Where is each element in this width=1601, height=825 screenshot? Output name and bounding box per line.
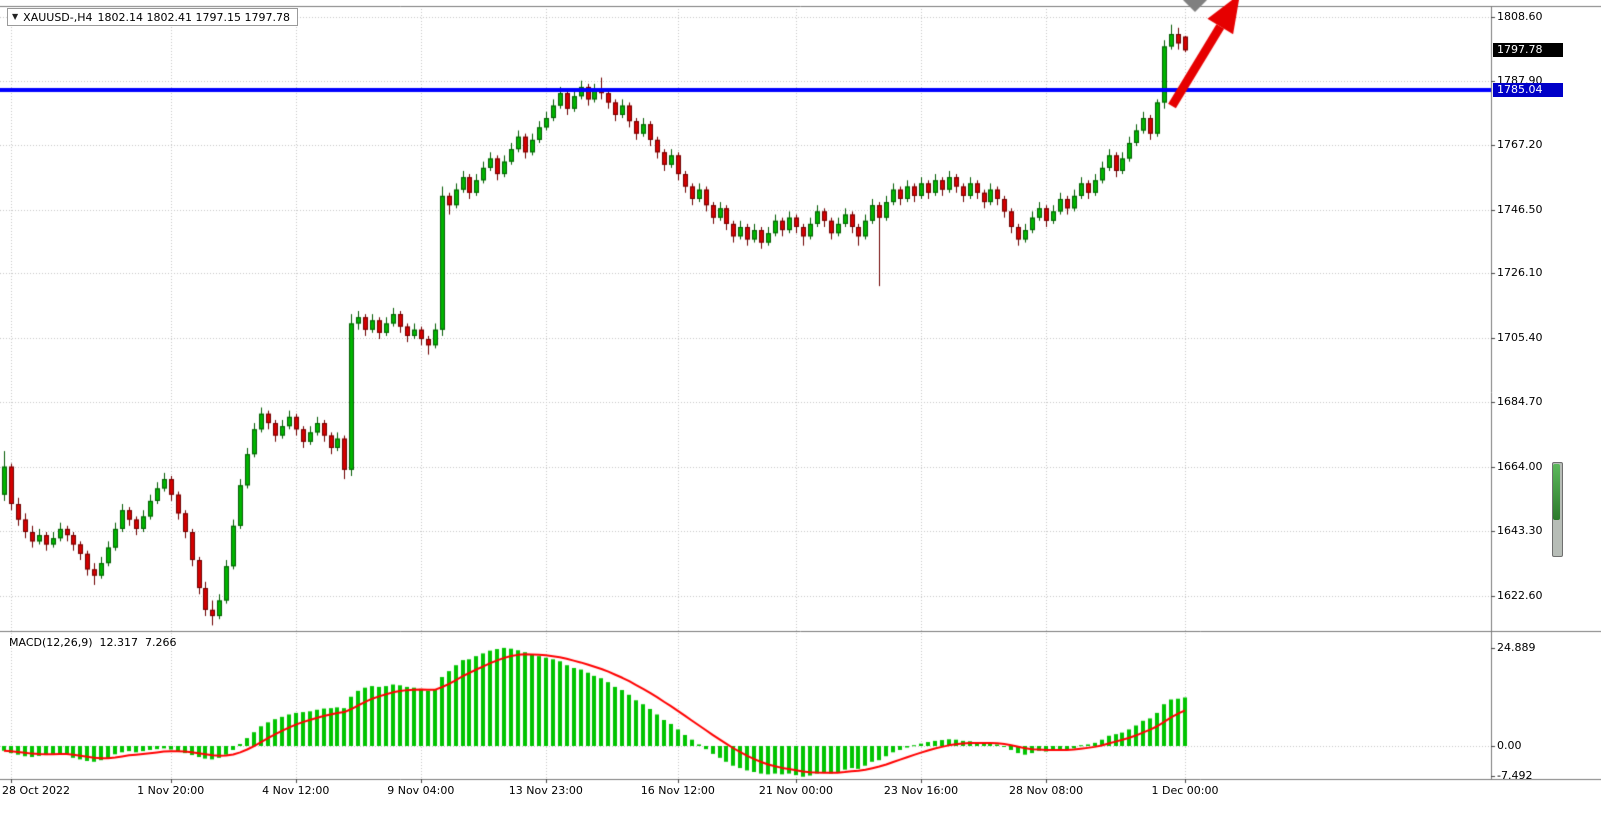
mini-scrollbar[interactable] xyxy=(1552,462,1563,557)
price-axis-label: 1808.60 xyxy=(1497,9,1543,23)
price-axis-label: 1643.30 xyxy=(1497,524,1543,538)
macd-main-value: 12.317 xyxy=(99,636,139,649)
time-axis-label: 28 Oct 2022 xyxy=(2,784,71,797)
time-axis-label: 1 Nov 20:00 xyxy=(137,784,205,797)
macd-indicator-label: MACD(12,26,9) 12.317 7.266 xyxy=(9,636,177,649)
collapse-arrow-icon[interactable]: ▼ xyxy=(12,12,19,21)
price-axis-label: 1746.50 xyxy=(1497,202,1543,216)
current-price-badge: 1797.78 xyxy=(1493,43,1563,58)
price-axis-label: 1622.60 xyxy=(1497,588,1543,602)
time-axis-label: 13 Nov 23:00 xyxy=(508,784,583,797)
macd-axis-label: 0.00 xyxy=(1497,739,1522,752)
time-axis-label: 1 Dec 00:00 xyxy=(1151,784,1219,797)
macd-axis-label: -7.492 xyxy=(1497,768,1533,782)
time-axis-label: 23 Nov 16:00 xyxy=(883,784,959,797)
macd-axis-label: 24.889 xyxy=(1497,640,1536,654)
price-axis-label: 1684.70 xyxy=(1497,395,1543,409)
price-axis-label: 1726.10 xyxy=(1497,266,1543,280)
price-axis-label: 1705.40 xyxy=(1497,330,1543,344)
symbol-info-box: ▼ XAUUSD-,H4 1802.14 1802.41 1797.15 179… xyxy=(7,8,298,26)
price-axis-label: 1664.00 xyxy=(1497,459,1543,473)
mini-scrollbar-thumb[interactable] xyxy=(1553,464,1560,520)
macd-signal-value: 7.266 xyxy=(145,636,177,649)
macd-name: MACD(12,26,9) xyxy=(9,636,93,649)
time-axis-label: 21 Nov 00:00 xyxy=(758,784,834,797)
time-axis-label: 9 Nov 04:00 xyxy=(387,784,455,797)
time-axis-label: 16 Nov 12:00 xyxy=(640,784,715,797)
time-axis-label: 4 Nov 12:00 xyxy=(262,784,330,797)
ohlc-values: 1802.14 1802.41 1797.15 1797.78 xyxy=(97,10,290,24)
support-line-price-badge: 1785.04 xyxy=(1493,82,1563,97)
price-axis-label: 1767.20 xyxy=(1497,138,1543,152)
symbol-timeframe-label: XAUUSD-,H4 xyxy=(23,10,93,24)
time-axis-label: 28 Nov 08:00 xyxy=(1008,784,1084,797)
